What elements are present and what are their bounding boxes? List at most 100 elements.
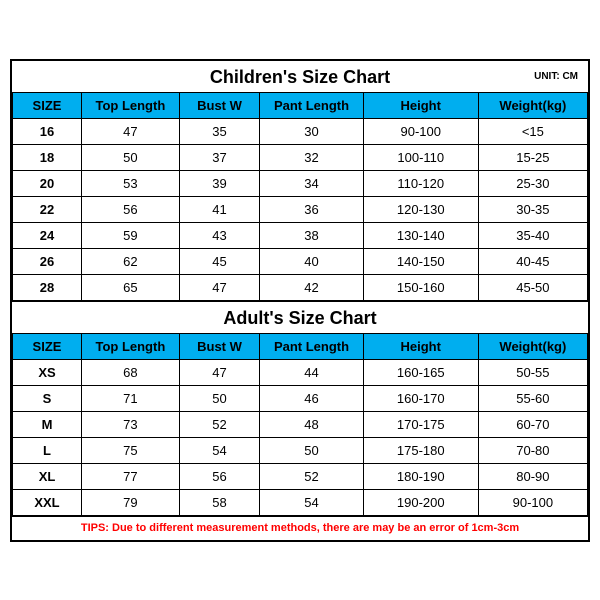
cell-weight: 55-60 xyxy=(478,385,587,411)
cell-size: 18 xyxy=(13,144,82,170)
cell-pant: 44 xyxy=(260,359,364,385)
cell-bust: 43 xyxy=(179,222,260,248)
cell-pant: 50 xyxy=(260,437,364,463)
cell-top: 62 xyxy=(82,248,180,274)
cell-weight: 90-100 xyxy=(478,489,587,515)
cell-pant: 32 xyxy=(260,144,364,170)
cell-height: 110-120 xyxy=(363,170,478,196)
cell-pant: 52 xyxy=(260,463,364,489)
size-chart-card: Children's Size Chart UNIT: CM SIZE Top … xyxy=(10,59,590,542)
cell-pant: 30 xyxy=(260,118,364,144)
unit-label: UNIT: CM xyxy=(534,71,578,82)
cell-bust: 47 xyxy=(179,274,260,300)
cell-weight: 30-35 xyxy=(478,196,587,222)
col-bust: Bust W xyxy=(179,92,260,118)
cell-weight: 15-25 xyxy=(478,144,587,170)
table-row: 24594338130-14035-40 xyxy=(13,222,588,248)
table-row: M735248170-17560-70 xyxy=(13,411,588,437)
col-top: Top Length xyxy=(82,92,180,118)
cell-top: 65 xyxy=(82,274,180,300)
table-row: 22564136120-13030-35 xyxy=(13,196,588,222)
table-row: XL775652180-19080-90 xyxy=(13,463,588,489)
cell-weight: 60-70 xyxy=(478,411,587,437)
cell-height: 120-130 xyxy=(363,196,478,222)
cell-bust: 54 xyxy=(179,437,260,463)
cell-height: 180-190 xyxy=(363,463,478,489)
cell-top: 79 xyxy=(82,489,180,515)
cell-pant: 38 xyxy=(260,222,364,248)
table-row: XS684744160-16550-55 xyxy=(13,359,588,385)
table-row: 20533934110-12025-30 xyxy=(13,170,588,196)
col-height: Height xyxy=(363,333,478,359)
col-bust: Bust W xyxy=(179,333,260,359)
cell-bust: 35 xyxy=(179,118,260,144)
cell-height: 100-110 xyxy=(363,144,478,170)
cell-top: 59 xyxy=(82,222,180,248)
cell-pant: 46 xyxy=(260,385,364,411)
adult-header-row: SIZE Top Length Bust W Pant Length Heigh… xyxy=(13,333,588,359)
cell-height: 190-200 xyxy=(363,489,478,515)
cell-size: L xyxy=(13,437,82,463)
cell-top: 73 xyxy=(82,411,180,437)
cell-bust: 37 xyxy=(179,144,260,170)
adult-title-row: Adult's Size Chart xyxy=(12,301,588,333)
cell-size: 28 xyxy=(13,274,82,300)
cell-top: 71 xyxy=(82,385,180,411)
cell-height: 160-165 xyxy=(363,359,478,385)
table-row: L755450175-18070-80 xyxy=(13,437,588,463)
adult-title: Adult's Size Chart xyxy=(223,308,376,328)
cell-top: 68 xyxy=(82,359,180,385)
cell-size: XS xyxy=(13,359,82,385)
table-row: 18503732100-11015-25 xyxy=(13,144,588,170)
col-weight: Weight(kg) xyxy=(478,92,587,118)
cell-top: 56 xyxy=(82,196,180,222)
cell-size: S xyxy=(13,385,82,411)
cell-height: 170-175 xyxy=(363,411,478,437)
cell-height: 160-170 xyxy=(363,385,478,411)
table-row: S715046160-17055-60 xyxy=(13,385,588,411)
cell-top: 47 xyxy=(82,118,180,144)
cell-size: XL xyxy=(13,463,82,489)
cell-height: 150-160 xyxy=(363,274,478,300)
cell-size: M xyxy=(13,411,82,437)
cell-weight: 45-50 xyxy=(478,274,587,300)
cell-weight: 80-90 xyxy=(478,463,587,489)
cell-size: 20 xyxy=(13,170,82,196)
children-table: SIZE Top Length Bust W Pant Length Heigh… xyxy=(12,92,588,301)
col-height: Height xyxy=(363,92,478,118)
cell-weight: <15 xyxy=(478,118,587,144)
cell-pant: 34 xyxy=(260,170,364,196)
table-row: 26624540140-15040-45 xyxy=(13,248,588,274)
cell-top: 50 xyxy=(82,144,180,170)
adult-tbody: XS684744160-16550-55S715046160-17055-60M… xyxy=(13,359,588,515)
cell-height: 140-150 xyxy=(363,248,478,274)
cell-bust: 50 xyxy=(179,385,260,411)
col-pant: Pant Length xyxy=(260,92,364,118)
cell-size: XXL xyxy=(13,489,82,515)
col-size: SIZE xyxy=(13,333,82,359)
cell-top: 77 xyxy=(82,463,180,489)
children-tbody: 1647353090-100<1518503732100-11015-25205… xyxy=(13,118,588,300)
cell-pant: 42 xyxy=(260,274,364,300)
children-header-row: SIZE Top Length Bust W Pant Length Heigh… xyxy=(13,92,588,118)
cell-weight: 35-40 xyxy=(478,222,587,248)
cell-height: 90-100 xyxy=(363,118,478,144)
tips-text: TIPS: Due to different measurement metho… xyxy=(12,516,588,540)
cell-bust: 56 xyxy=(179,463,260,489)
cell-size: 16 xyxy=(13,118,82,144)
cell-bust: 47 xyxy=(179,359,260,385)
cell-bust: 58 xyxy=(179,489,260,515)
table-row: 1647353090-100<15 xyxy=(13,118,588,144)
cell-weight: 40-45 xyxy=(478,248,587,274)
cell-pant: 54 xyxy=(260,489,364,515)
cell-size: 22 xyxy=(13,196,82,222)
cell-top: 75 xyxy=(82,437,180,463)
cell-size: 26 xyxy=(13,248,82,274)
col-size: SIZE xyxy=(13,92,82,118)
cell-bust: 52 xyxy=(179,411,260,437)
adult-table: SIZE Top Length Bust W Pant Length Heigh… xyxy=(12,333,588,516)
cell-height: 130-140 xyxy=(363,222,478,248)
table-row: XXL795854190-20090-100 xyxy=(13,489,588,515)
col-top: Top Length xyxy=(82,333,180,359)
cell-bust: 39 xyxy=(179,170,260,196)
